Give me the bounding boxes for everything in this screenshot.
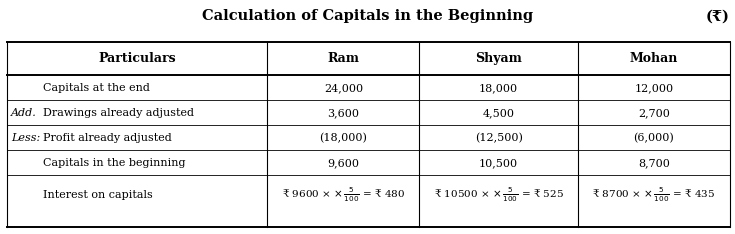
Text: Profit already adjusted: Profit already adjusted xyxy=(43,133,171,143)
Text: Interest on capitals: Interest on capitals xyxy=(43,190,152,200)
Text: 4,500: 4,500 xyxy=(483,108,514,118)
Text: 24,000: 24,000 xyxy=(323,83,363,93)
Text: (12,500): (12,500) xyxy=(475,133,523,143)
Text: Shyam: Shyam xyxy=(476,52,522,65)
Text: 3,600: 3,600 xyxy=(327,108,359,118)
Text: Capitals in the beginning: Capitals in the beginning xyxy=(43,158,185,168)
Text: 2,700: 2,700 xyxy=(638,108,670,118)
Text: Particulars: Particulars xyxy=(98,52,176,65)
Text: 9,600: 9,600 xyxy=(327,158,359,168)
Text: Capitals at the end: Capitals at the end xyxy=(43,83,149,93)
Text: (₹): (₹) xyxy=(706,9,730,23)
Text: 10,500: 10,500 xyxy=(479,158,518,168)
Text: 18,000: 18,000 xyxy=(479,83,518,93)
Text: Add.: Add. xyxy=(11,108,37,118)
Text: Less:: Less: xyxy=(11,133,40,143)
Text: 8,700: 8,700 xyxy=(638,158,670,168)
Text: (6,000): (6,000) xyxy=(634,133,675,143)
Text: (18,000): (18,000) xyxy=(320,133,368,143)
Text: Calculation of Capitals in the Beginning: Calculation of Capitals in the Beginning xyxy=(202,9,533,23)
Text: ₹ 8700 × $\times\,\frac{5}{100}$ = ₹ 435: ₹ 8700 × $\times\,\frac{5}{100}$ = ₹ 435 xyxy=(592,185,716,204)
Text: ₹ 9600 × $\times\,\frac{5}{100}$ = ₹ 480: ₹ 9600 × $\times\,\frac{5}{100}$ = ₹ 480 xyxy=(282,185,405,204)
Text: ₹ 10500 × $\times\,\frac{5}{100}$ = ₹ 525: ₹ 10500 × $\times\,\frac{5}{100}$ = ₹ 52… xyxy=(434,185,564,204)
Text: Ram: Ram xyxy=(327,52,359,65)
Text: Mohan: Mohan xyxy=(630,52,678,65)
Text: 12,000: 12,000 xyxy=(634,83,673,93)
Text: Drawings already adjusted: Drawings already adjusted xyxy=(43,108,193,118)
